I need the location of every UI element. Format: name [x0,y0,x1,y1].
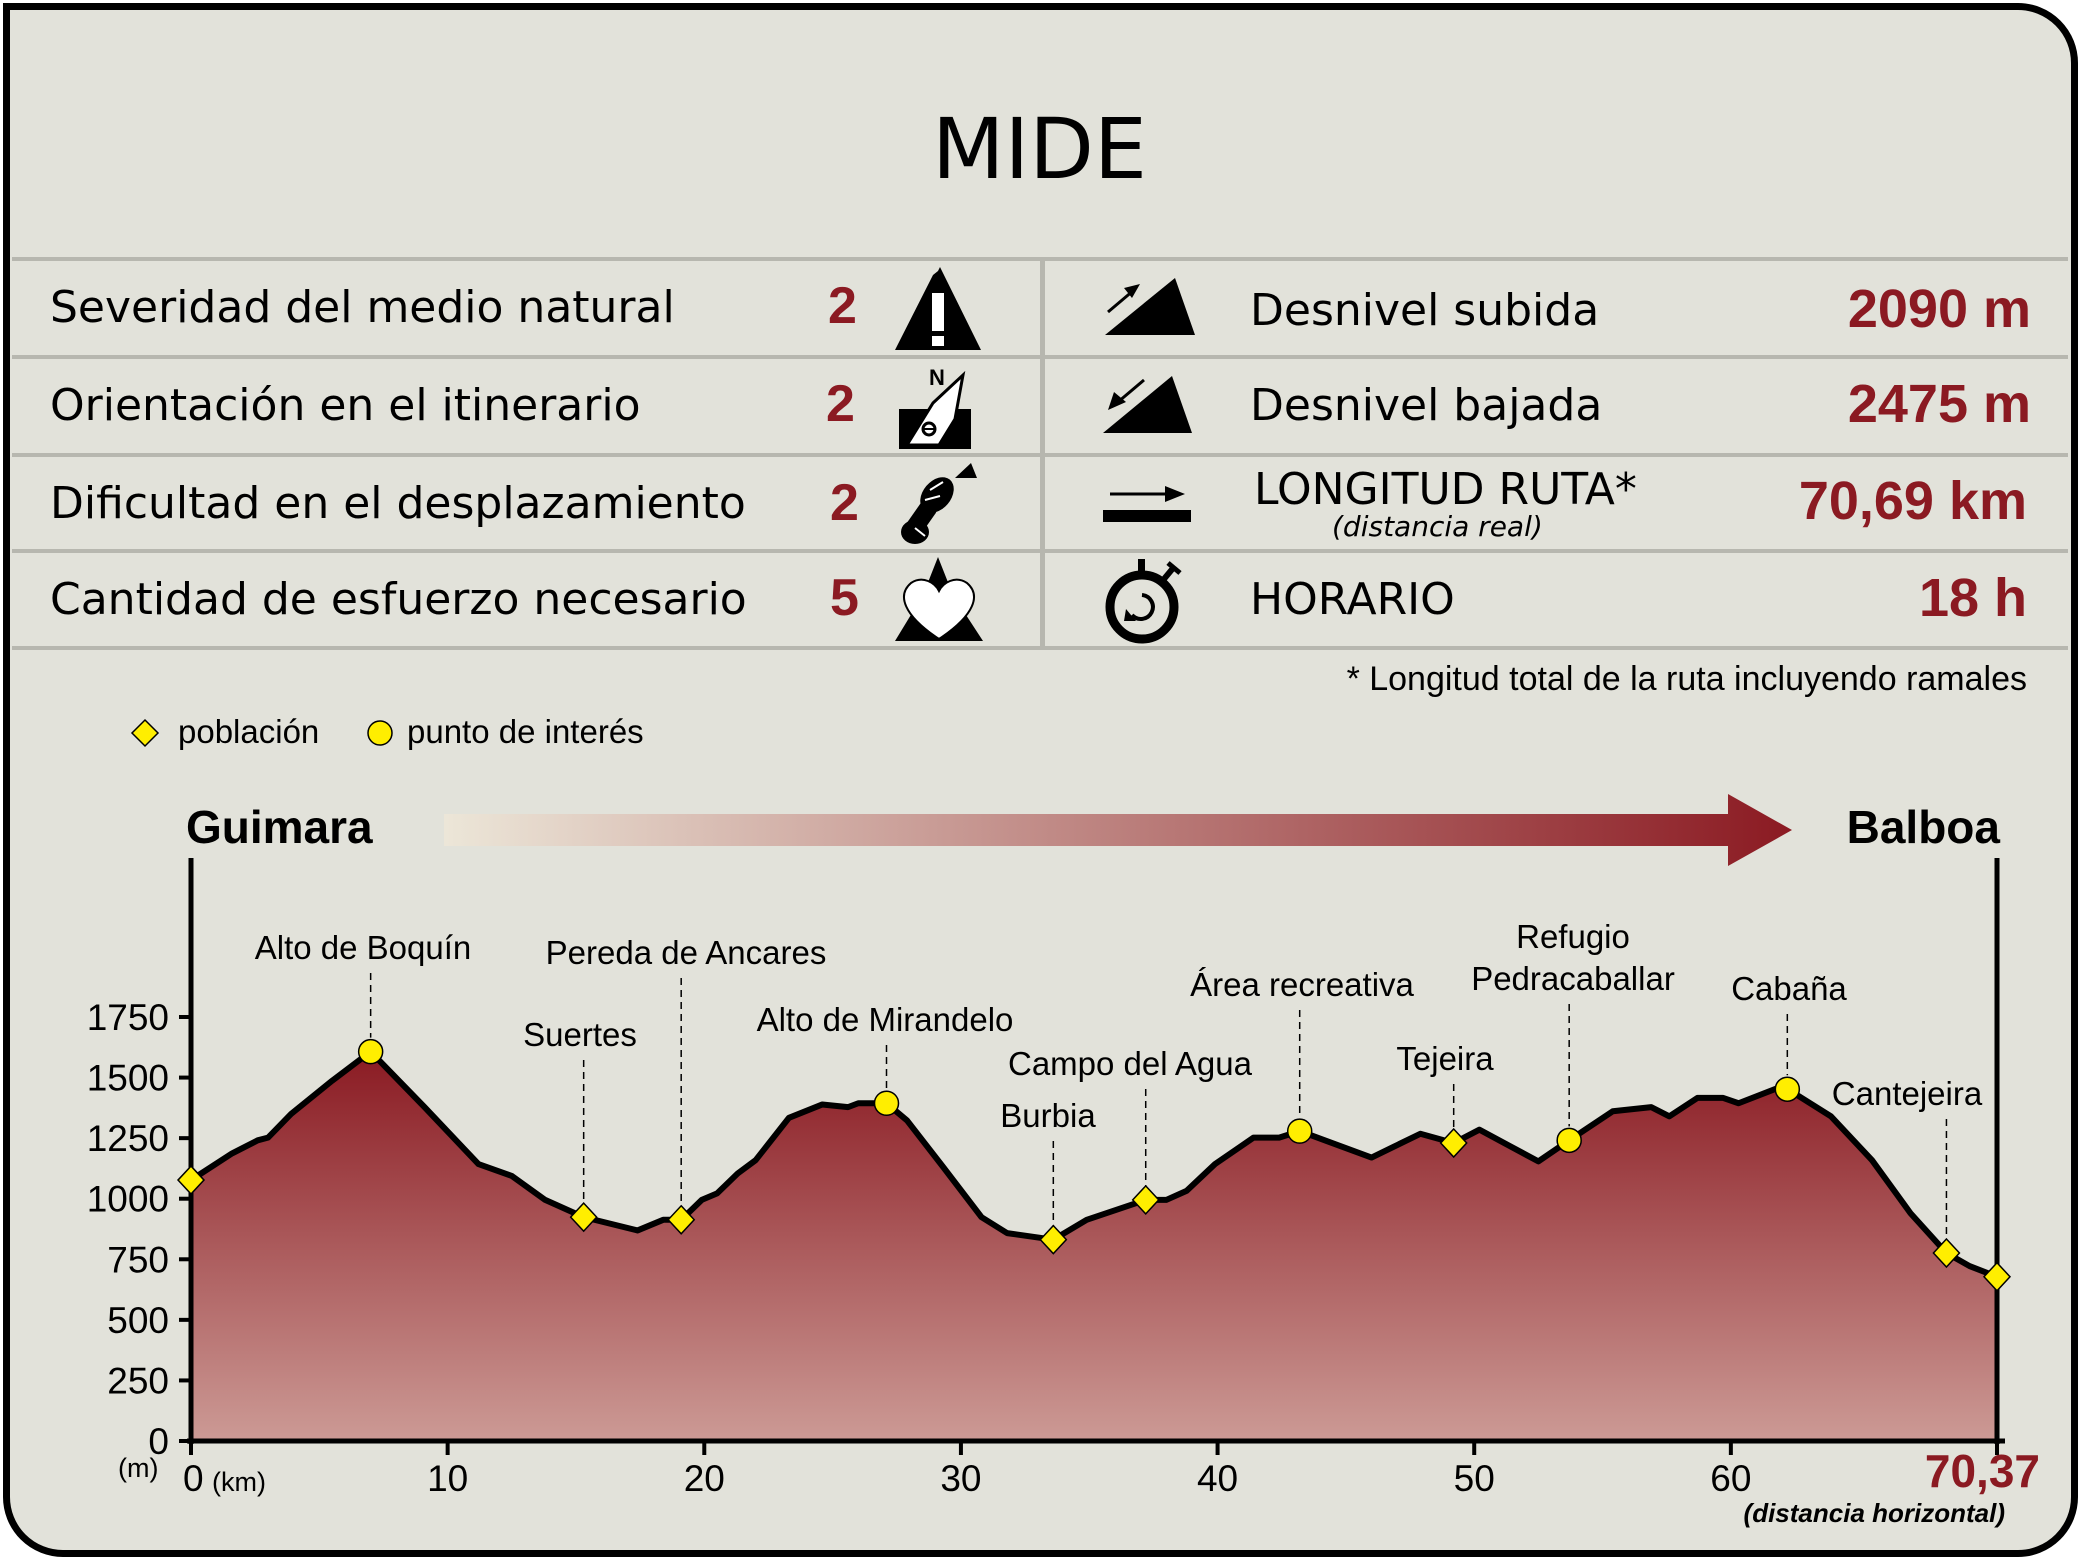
legend-poi-label: punto de interés [407,713,644,750]
mide-label-esfuerzo: Cantidad de esfuerzo necesario [50,574,747,625]
point-label: Cabaña [1731,970,1847,1007]
x-tick-label: 50 [1454,1458,1495,1499]
y-tick-label: 250 [107,1360,169,1401]
stopwatch-icon [1105,559,1182,644]
point-label: Pedracaballar [1471,960,1675,997]
route-end-label: Balboa [1846,801,2000,853]
point-label: Alto de Mirandelo [757,1001,1014,1038]
boot-sole-icon [901,463,977,544]
x-tick-label: 20 [684,1458,725,1499]
y-tick-label: 750 [107,1239,169,1280]
point-label: Suertes [523,1016,637,1053]
point-label: Pereda de Ancares [546,934,827,971]
distance-icon [1103,486,1191,522]
y-tick-label: 1000 [87,1179,169,1220]
x-tick-label: 60 [1710,1458,1751,1499]
end-distance-label: 70,37 [1925,1445,2040,1497]
mide-value-esfuerzo: 5 [830,569,859,627]
town-marker [1039,1224,1068,1255]
town-diamond-icon [130,718,160,748]
divider [1040,259,1045,649]
stat-label-length: LONGITUD RUTA* [1254,464,1637,515]
page-title: MIDE [931,100,1147,198]
x-tick-label: 0 [183,1458,204,1499]
point-label: Cantejeira [1832,1075,1983,1112]
direction-arrow [444,794,1792,866]
stat-value-ascent: 2090 m [1847,279,2031,339]
point-label: Refugio [1516,918,1630,955]
poi-marker [357,1038,384,1065]
stat-label-ascent: Desnivel subida [1250,285,1600,336]
mide-label-severidad: Severidad del medio natural [50,282,675,333]
x-tick-label: 30 [940,1458,981,1499]
elevation-area [191,1051,1997,1441]
svg-text:N: N [929,365,945,390]
town-marker [176,1164,206,1196]
poi-marker [1556,1127,1582,1154]
x-tick-label: 40 [1197,1458,1238,1499]
poi-marker [1286,1118,1313,1144]
y-tick-label: 1250 [87,1118,169,1159]
mide-label-dificultad: Dificultad en el desplazamiento [50,478,746,529]
point-label: Burbia [1000,1097,1096,1134]
poi-circle-icon [367,720,393,746]
ascent-icon [1105,278,1195,335]
town-marker [1131,1184,1160,1216]
mide-value-orientacion: 2 [826,375,855,433]
town-marker [1932,1237,1961,1269]
route-start-label: Guimara [186,801,373,853]
legend-town-label: población [178,713,320,750]
mide-value-severidad: 2 [828,277,857,335]
mide-value-dificultad: 2 [830,474,859,532]
x-axis-label: (km) [212,1467,266,1497]
y-tick-label: 0 [148,1421,169,1462]
point-label: Alto de Boquín [255,929,472,966]
y-tick-label: 500 [107,1300,169,1341]
town-marker [569,1202,598,1233]
stat-label-time: HORARIO [1250,574,1455,625]
point-label: Tejeira [1396,1040,1494,1077]
poi-marker [873,1090,900,1117]
stat-value-descent: 2475 m [1847,374,2031,434]
stat-sublabel-length: (distancia real) [1332,510,1543,543]
y-axis-label: (m) [118,1453,158,1483]
x-tick-label: 10 [427,1458,468,1499]
town-marker [667,1204,696,1235]
point-label: Área recreativa [1190,966,1414,1003]
stat-label-descent: Desnivel bajada [1250,380,1603,431]
descent-icon [1103,376,1192,433]
stat-value-length: 70,69 km [1798,471,2027,531]
poi-marker [1774,1076,1801,1102]
mide-label-orientacion: Orientación en el itinerario [50,380,641,431]
end-distance-note: (distancia horizontal) [1744,1498,2005,1528]
y-tick-label: 1750 [87,997,169,1038]
mountain-warning-icon [895,267,981,350]
town-marker [1982,1261,2012,1292]
heart-mountain-icon [895,557,983,641]
compass-north-icon: N [899,365,971,449]
footnote: * Longitud total de la ruta incluyendo r… [1346,660,2027,698]
y-tick-label: 1500 [87,1058,169,1099]
stat-value-time: 18 h [1918,568,2027,628]
point-label: Campo del Agua [1008,1045,1253,1082]
town-marker [1439,1127,1468,1159]
